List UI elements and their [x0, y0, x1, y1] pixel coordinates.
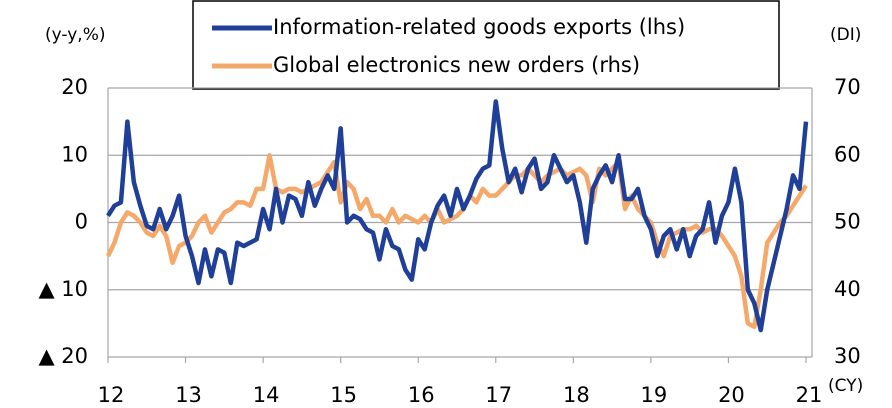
y2-tick-label: 30	[834, 344, 861, 368]
x-tick-label: 15	[330, 383, 357, 407]
y2-tick-label: 70	[834, 75, 861, 99]
y-tick-label: 0	[75, 210, 88, 234]
x-tick-label: 13	[175, 383, 202, 407]
x-tick-label: 17	[485, 383, 512, 407]
x-tick-label: 21	[796, 383, 823, 407]
legend-label: Global electronics new orders (rhs)	[273, 53, 640, 77]
y2-tick-label: 40	[834, 277, 861, 301]
y-tick-label: 10	[61, 142, 88, 166]
y2-axis-unit: (DI)	[830, 25, 861, 45]
series-line	[105, 153, 808, 329]
x-axis-unit: (CY)	[828, 376, 863, 396]
y-tick-label: ▲ 20	[38, 344, 88, 368]
y2-tick-label: 50	[834, 210, 861, 234]
y-tick-label: ▲ 10	[38, 277, 88, 301]
legend-label: Information-related goods exports (lhs)	[273, 15, 685, 39]
x-tick-label: 14	[253, 383, 280, 407]
x-tick-label: 16	[408, 383, 435, 407]
x-tick-label: 19	[641, 383, 668, 407]
y-axis-unit: (y-y,%)	[45, 25, 105, 45]
x-tick-label: 18	[563, 383, 590, 407]
series-line	[106, 99, 809, 333]
y2-tick-label: 60	[834, 142, 861, 166]
x-tick-label: 12	[98, 383, 125, 407]
x-tick-label: 20	[718, 383, 745, 407]
y-tick-label: 20	[61, 75, 88, 99]
legend-box	[192, 0, 780, 90]
